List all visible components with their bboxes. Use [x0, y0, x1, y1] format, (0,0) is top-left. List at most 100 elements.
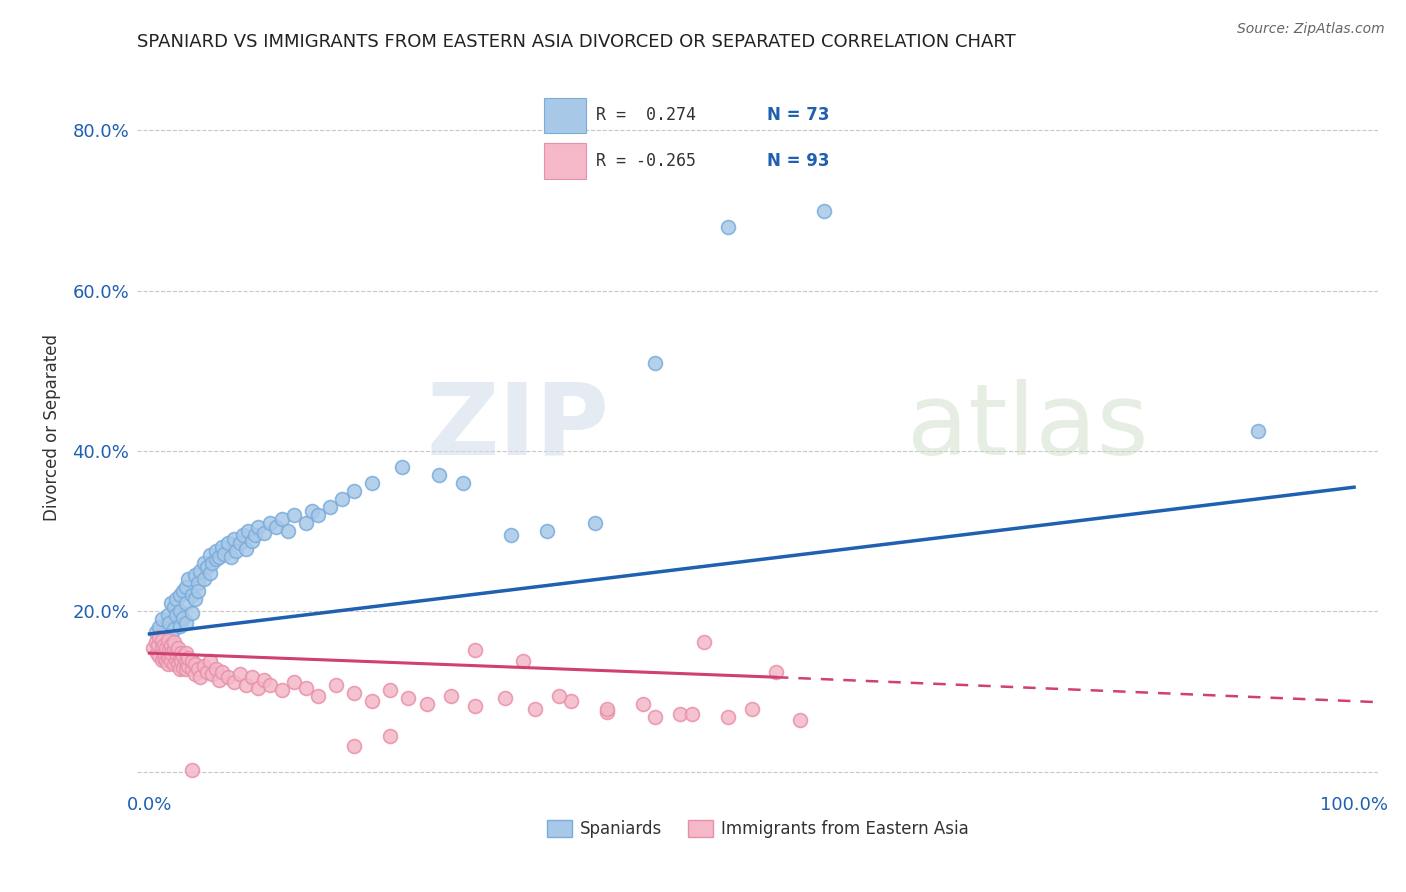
Point [167, 657, 190, 671]
Point [232, 528, 254, 542]
Point [512, 654, 534, 668]
Point [156, 657, 179, 671]
Point [343, 739, 366, 753]
Point [177, 573, 200, 587]
Point [789, 713, 811, 727]
Point [165, 608, 187, 623]
Point [155, 654, 177, 668]
Point [177, 659, 200, 673]
Point [259, 516, 281, 531]
Point [208, 549, 231, 564]
Point [222, 533, 245, 547]
Point [198, 549, 221, 563]
Point [229, 536, 252, 550]
Point [380, 683, 402, 698]
Point [150, 652, 173, 666]
Point [145, 646, 167, 660]
Point [162, 643, 184, 657]
Point [253, 673, 276, 687]
Point [174, 581, 197, 595]
Point [235, 678, 257, 692]
Point [264, 520, 287, 534]
Point [153, 646, 176, 660]
Point [277, 524, 299, 539]
Point [198, 654, 221, 668]
Point [217, 536, 239, 550]
Point [193, 659, 215, 673]
Point [307, 689, 329, 703]
Point [361, 476, 384, 491]
Point [240, 533, 263, 548]
Point [153, 638, 176, 652]
Point [150, 640, 173, 655]
Point [172, 584, 194, 599]
Point [494, 691, 516, 706]
Point [174, 646, 197, 660]
Point [156, 632, 179, 647]
Point [813, 203, 835, 218]
Point [204, 544, 226, 558]
Point [187, 584, 209, 599]
Point [596, 705, 619, 719]
Point [536, 524, 558, 539]
Point [211, 541, 233, 555]
Point [160, 654, 183, 668]
Point [330, 492, 353, 507]
Point [246, 681, 269, 695]
Point [188, 565, 211, 579]
Point [180, 606, 202, 620]
Point [193, 557, 215, 571]
Point [174, 597, 197, 611]
Point [180, 763, 202, 777]
Point [169, 604, 191, 618]
Point [245, 528, 267, 542]
Point [155, 640, 177, 655]
Point [169, 619, 191, 633]
Point [398, 691, 420, 706]
Point [295, 516, 318, 531]
Text: ZIP: ZIP [426, 378, 609, 475]
Point [162, 622, 184, 636]
Point [221, 549, 243, 564]
Point [167, 640, 190, 655]
Point [644, 710, 666, 724]
Point [681, 707, 703, 722]
Point [204, 552, 226, 566]
Point [259, 678, 281, 692]
Point [172, 648, 194, 663]
Point [464, 699, 486, 714]
Point [523, 702, 546, 716]
Point [188, 670, 211, 684]
Point [548, 689, 571, 703]
Point [165, 646, 187, 660]
Point [148, 630, 170, 644]
Point [217, 670, 239, 684]
Point [172, 660, 194, 674]
Point [225, 544, 247, 558]
Point [148, 620, 170, 634]
Point [212, 547, 235, 561]
Point [238, 524, 260, 539]
Point [427, 468, 450, 483]
Point [162, 635, 184, 649]
Point [145, 635, 167, 649]
Point [157, 651, 180, 665]
Point [174, 654, 197, 668]
Point [162, 600, 184, 615]
Point [644, 356, 666, 370]
Point [741, 702, 763, 716]
Point [172, 611, 194, 625]
Point [180, 589, 202, 603]
Point [343, 484, 366, 499]
Point [361, 694, 384, 708]
Point [415, 697, 437, 711]
Text: SPANIARD VS IMMIGRANTS FROM EASTERN ASIA DIVORCED OR SEPARATED CORRELATION CHART: SPANIARD VS IMMIGRANTS FROM EASTERN ASIA… [138, 33, 1017, 51]
Point [692, 635, 714, 649]
Point [150, 612, 173, 626]
Point [343, 686, 366, 700]
Point [307, 508, 329, 523]
Point [560, 694, 582, 708]
Point [201, 557, 224, 571]
Point [180, 654, 202, 668]
Point [380, 729, 402, 743]
